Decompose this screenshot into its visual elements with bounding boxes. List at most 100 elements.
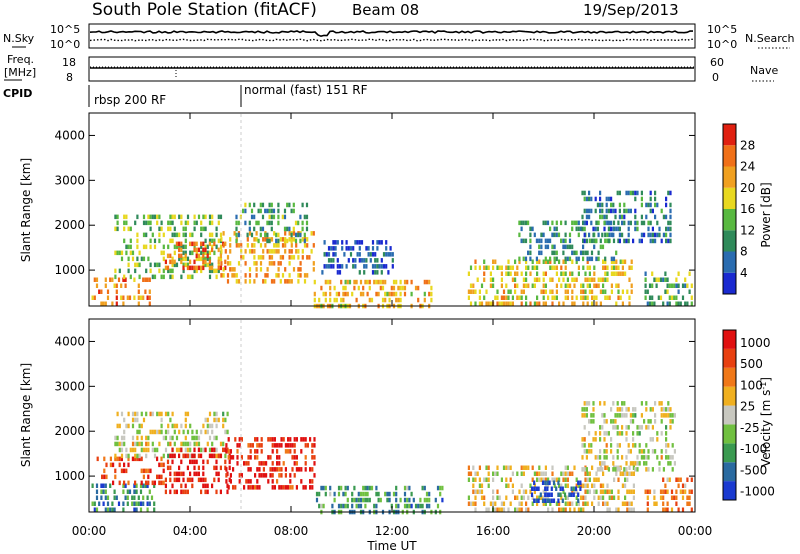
power-cell [627, 232, 630, 238]
velocity-cell [131, 423, 135, 429]
velocity-cell [489, 501, 492, 506]
power-cell [640, 202, 643, 208]
velocity-cell [215, 471, 218, 477]
power-cell [474, 289, 477, 294]
power-cell [614, 214, 617, 220]
power-cell [186, 262, 190, 268]
power-cell [202, 247, 205, 253]
velocity-cell [647, 449, 650, 454]
velocity-cell [675, 489, 678, 494]
power-cell [208, 214, 212, 220]
velocity-cell [669, 419, 672, 424]
power-cell [651, 283, 654, 288]
power-cell [206, 256, 209, 262]
velocity-cell [225, 473, 228, 478]
power-cell [115, 295, 118, 300]
velocity-cell [120, 441, 124, 447]
velocity-cell [302, 485, 305, 490]
power-cell [332, 246, 335, 251]
velocity-cell [247, 467, 250, 472]
power-cell [299, 267, 302, 272]
velocity-cell [151, 411, 154, 417]
power-cell [588, 265, 591, 270]
power-cell [542, 271, 545, 276]
power-cell [202, 241, 205, 247]
velocity-cell [134, 411, 137, 417]
velocity-cell [359, 491, 363, 497]
power-cell [391, 264, 394, 269]
velocity-cell [202, 465, 205, 471]
power-cell [529, 301, 532, 306]
velocity-cell [638, 461, 641, 466]
power-cell [588, 214, 591, 220]
velocity-cell [117, 501, 121, 506]
power-cell [382, 264, 386, 269]
freq-tick-bottom: 8 [66, 71, 73, 84]
colorbar-swatch [723, 348, 736, 368]
velocity-cell [625, 437, 628, 442]
power-cell [292, 255, 296, 260]
power-cell [363, 270, 366, 275]
power-cell [520, 238, 523, 244]
velocity-cell [644, 489, 647, 494]
velocity-cell [215, 465, 218, 471]
power-cell [640, 214, 643, 220]
velocity-cell [114, 441, 117, 447]
power-cell [617, 271, 620, 276]
power-cell [645, 202, 648, 208]
power-cell [195, 220, 198, 226]
velocity-cell [227, 485, 230, 490]
power-cell [142, 295, 145, 300]
velocity-cell [269, 455, 272, 460]
velocity-cell [441, 485, 444, 491]
power-cell [555, 256, 558, 262]
power-cell [392, 291, 396, 297]
power-cell [288, 202, 291, 208]
power-cell [189, 232, 192, 238]
velocity-cell [300, 479, 303, 484]
velocity-cell [584, 477, 587, 482]
power-cell [531, 265, 534, 270]
power-cell [344, 285, 347, 291]
velocity-cell [558, 483, 561, 488]
velocity-cell [353, 485, 356, 491]
power-cell [520, 289, 523, 294]
power-cell [584, 289, 587, 294]
power-cell [297, 220, 300, 226]
power-cell [222, 273, 225, 278]
velocity-cell [597, 495, 600, 500]
power-cell [374, 258, 377, 263]
power-cell [312, 267, 315, 272]
power-cell [500, 301, 503, 306]
velocity-cell [189, 471, 192, 477]
power-cell [175, 232, 179, 238]
power-cell [615, 265, 618, 270]
velocity-cell [520, 471, 523, 476]
power-cell [332, 258, 335, 263]
power-cell [612, 220, 616, 226]
power-cell [571, 250, 574, 256]
velocity-cell [617, 495, 620, 500]
velocity-cell [122, 489, 125, 494]
velocity-cell [564, 483, 567, 488]
power-cell [688, 289, 691, 294]
velocity-cell [572, 492, 575, 497]
power-cell [195, 250, 198, 256]
power-cell [146, 295, 149, 300]
velocity-cell [114, 453, 117, 459]
power-cell [169, 259, 172, 265]
velocity-cell [617, 489, 620, 494]
velocity-cell [651, 425, 654, 430]
velocity-cell [206, 429, 209, 435]
velocity-cell [267, 455, 270, 460]
power-cell [612, 202, 615, 208]
velocity-cell [160, 480, 163, 486]
power-cell [505, 301, 508, 306]
power-cell [382, 252, 386, 257]
velocity-cell [142, 474, 145, 480]
power-cell [617, 238, 620, 244]
velocity-cell [636, 431, 639, 436]
power-cell [597, 277, 600, 282]
power-cell [619, 295, 622, 300]
power-cell [93, 295, 96, 300]
